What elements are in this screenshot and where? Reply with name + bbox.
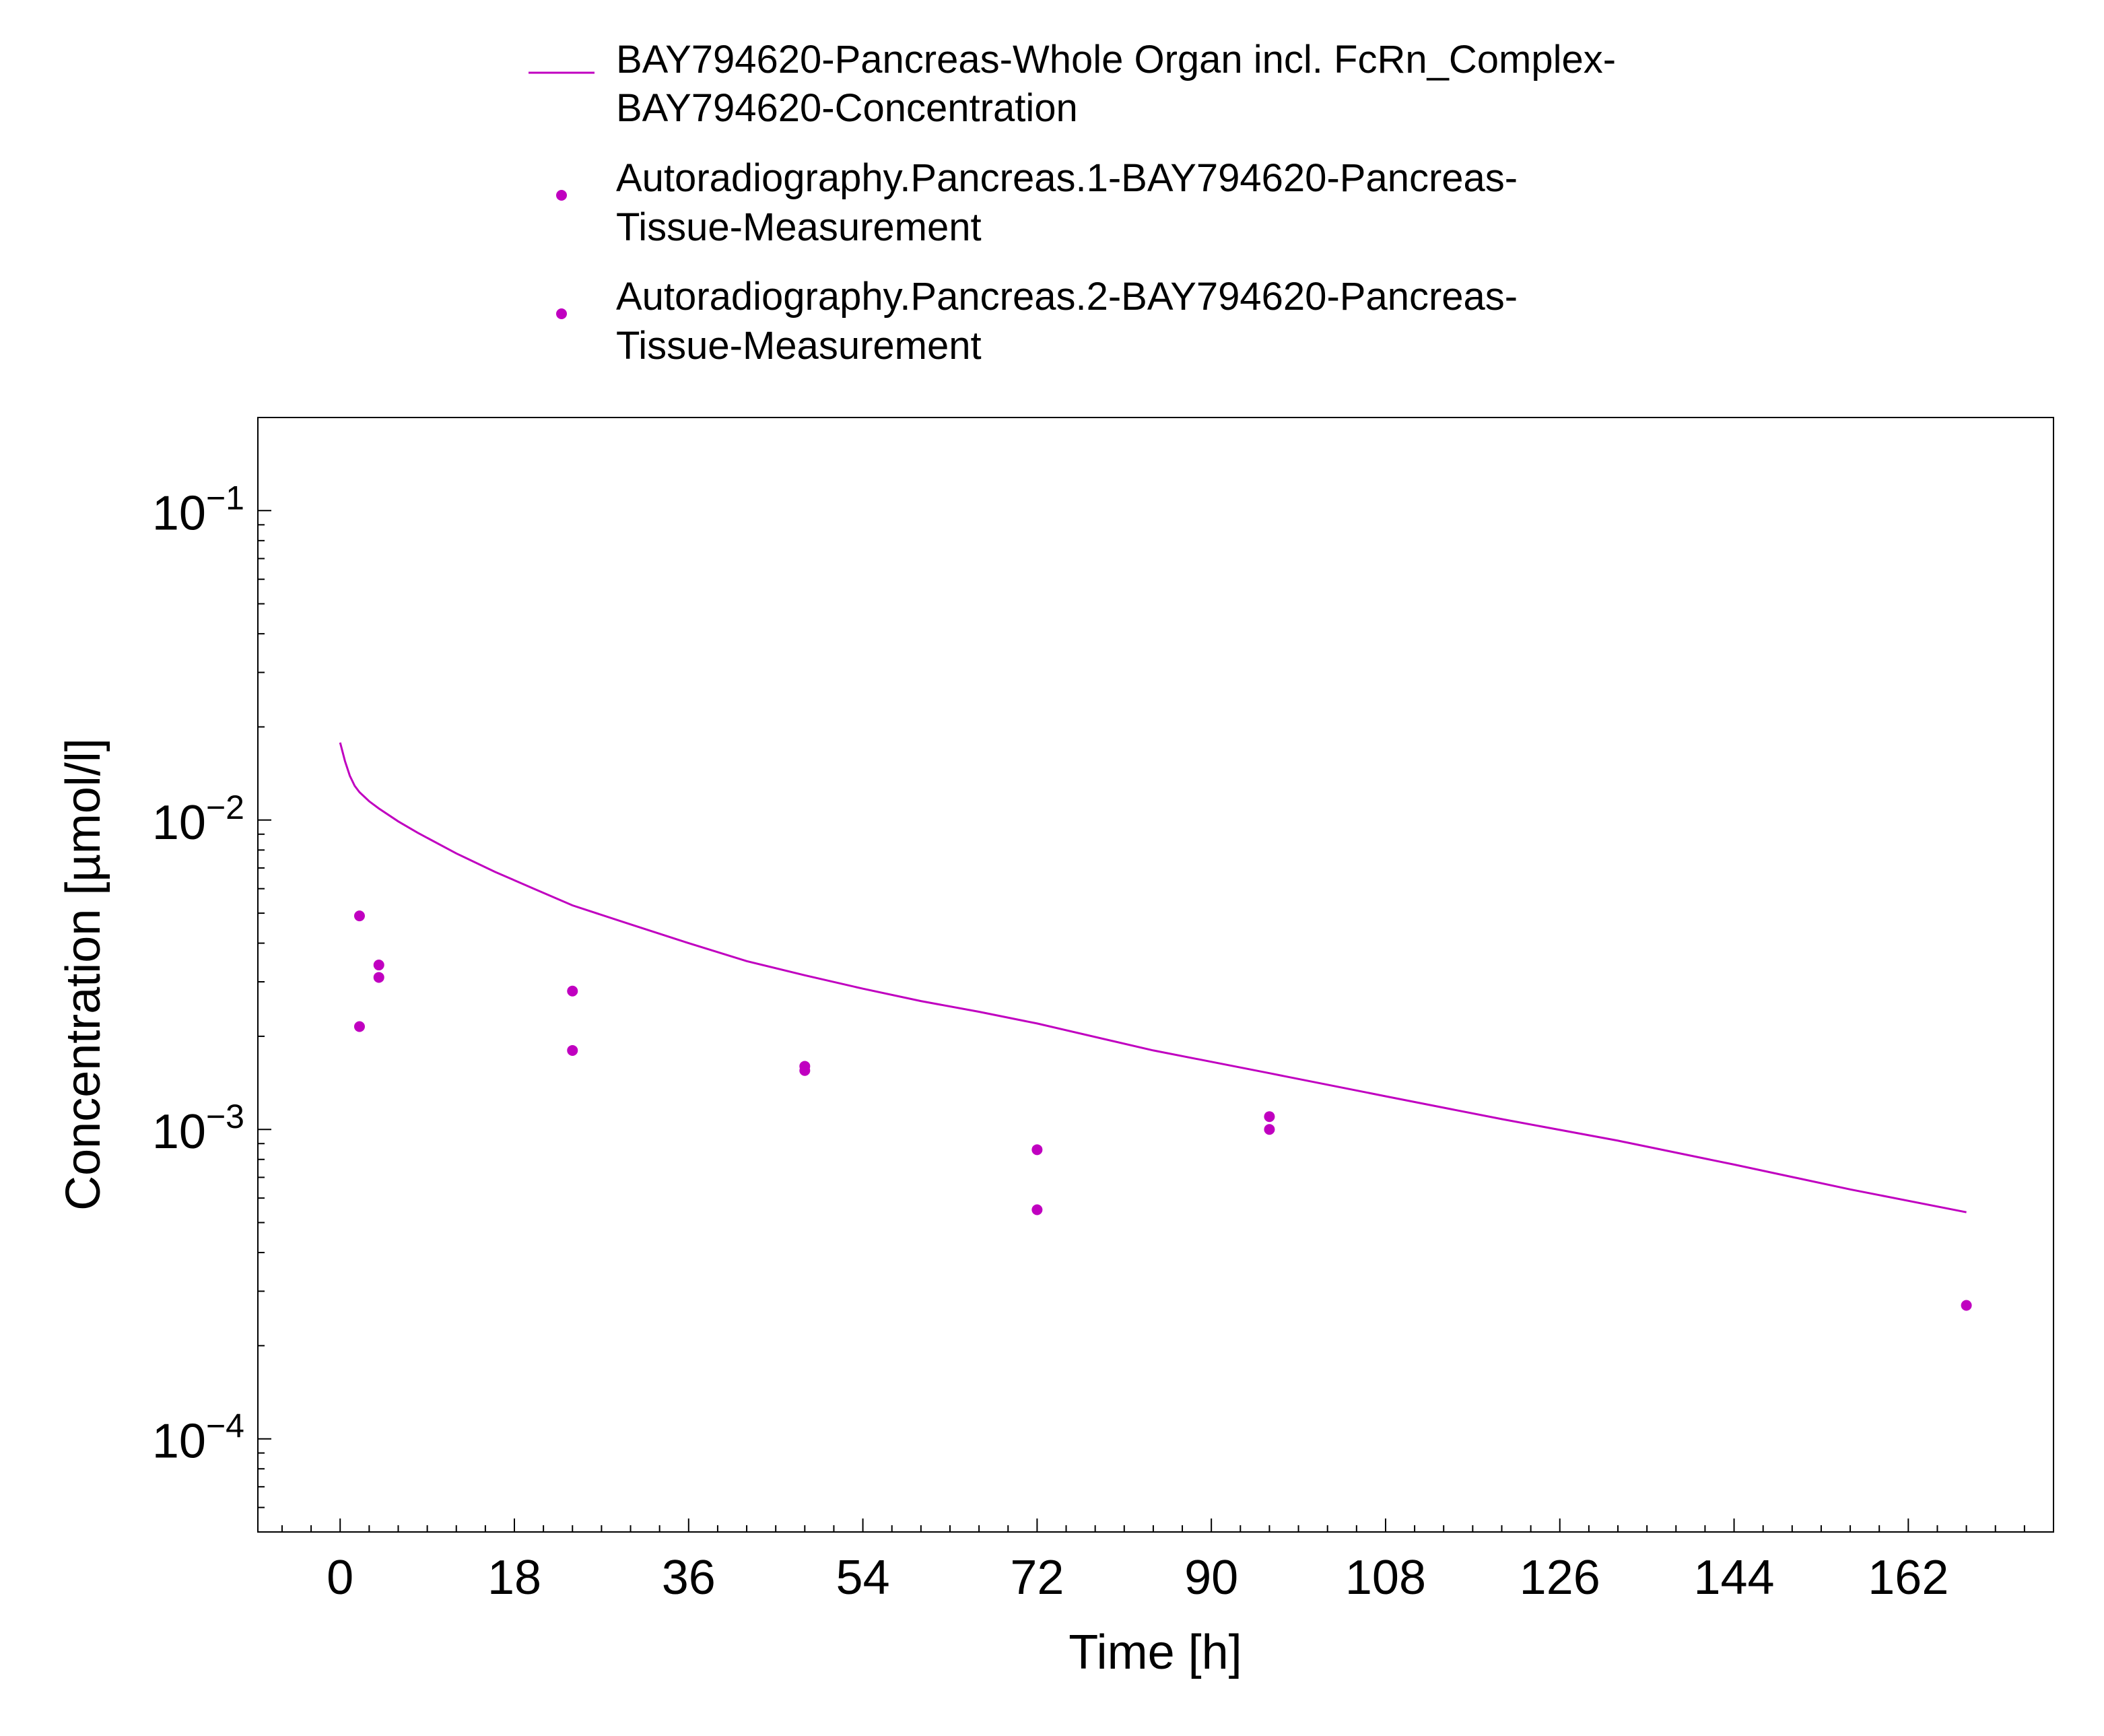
data-point-series-1 (567, 985, 578, 997)
data-point-series-2 (567, 1044, 578, 1056)
plot-area-frame (257, 417, 2054, 1533)
data-point-series-2 (353, 1021, 365, 1032)
data-point-series-2 (1264, 1124, 1275, 1135)
x-tick-label: 18 (487, 1551, 541, 1605)
legend-label-1-line-1: Autoradiography.Pancreas.1-BAY794620-Pan… (616, 156, 1518, 200)
series-layer (339, 742, 1972, 1311)
y-axis-ticks: 10−1 10−2 10−3 10−4 (152, 417, 271, 1533)
data-point-series-1 (373, 972, 384, 983)
x-axis-label: Time [h] (1068, 1626, 1242, 1679)
x-tick-label: 54 (836, 1551, 890, 1605)
x-tick-label: 126 (1520, 1551, 1600, 1605)
x-tick-label: 72 (1010, 1551, 1064, 1605)
legend-dot-marker (556, 308, 567, 319)
x-tick-label: 144 (1693, 1551, 1774, 1605)
x-tick-label: 0 (327, 1551, 353, 1605)
data-point-series-2 (799, 1061, 811, 1072)
legend-label-2-line-1: Autoradiography.Pancreas.2-BAY794620-Pan… (616, 275, 1518, 319)
data-point-series-1 (1264, 1111, 1275, 1123)
x-tick-label: 36 (662, 1551, 716, 1605)
data-point-series-1 (1031, 1144, 1043, 1156)
legend: BAY794620-Pancreas-Whole Organ incl. FcR… (529, 38, 1616, 368)
series-line-0 (339, 742, 1967, 1213)
y-tick-label: 10−4 (152, 1407, 244, 1469)
x-tick-label: 162 (1868, 1551, 1948, 1605)
y-axis-label: Concentration [µmol/l] (57, 738, 110, 1211)
legend-label-1-line-2: Tissue-Measurement (616, 205, 982, 249)
x-tick-label: 90 (1184, 1551, 1238, 1605)
data-point-series-2 (373, 960, 384, 971)
legend-label-2-line-2: Tissue-Measurement (616, 324, 982, 368)
data-point-series-2 (1031, 1204, 1043, 1215)
legend-label-0-line-1: BAY794620-Pancreas-Whole Organ incl. FcR… (616, 38, 1616, 81)
y-tick-label: 10−1 (152, 479, 244, 540)
y-tick-label: 10−3 (152, 1098, 244, 1159)
legend-label-0-line-2: BAY794620-Concentration (616, 86, 1078, 130)
data-point-series-1 (1961, 1300, 1972, 1311)
y-tick-label: 10−2 (152, 789, 244, 850)
x-tick-label: 108 (1345, 1551, 1426, 1605)
data-point-series-1 (353, 910, 365, 922)
legend-dot-marker (556, 190, 567, 201)
x-axis-ticks: 0 18 36 54 72 90 108 126 144 162 (281, 1518, 2054, 1605)
